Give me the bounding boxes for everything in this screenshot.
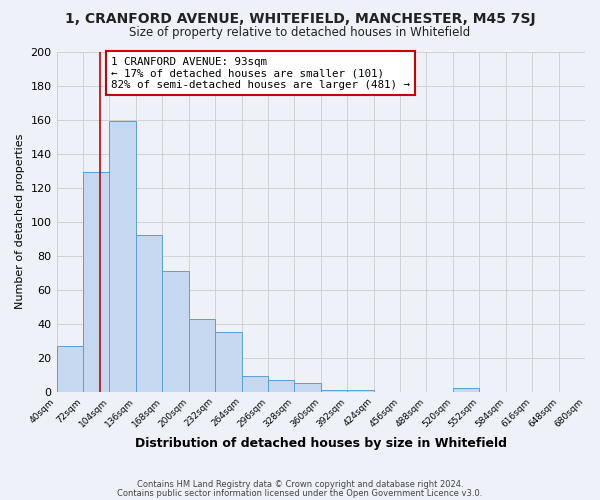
Text: Contains HM Land Registry data © Crown copyright and database right 2024.: Contains HM Land Registry data © Crown c… [137, 480, 463, 489]
Bar [215, 332, 242, 392]
Text: 1 CRANFORD AVENUE: 93sqm
← 17% of detached houses are smaller (101)
82% of semi-: 1 CRANFORD AVENUE: 93sqm ← 17% of detach… [111, 56, 410, 90]
Y-axis label: Number of detached properties: Number of detached properties [15, 134, 25, 310]
Bar [162, 271, 188, 392]
Bar [268, 380, 295, 392]
Bar [453, 388, 479, 392]
Bar [83, 172, 109, 392]
Bar [188, 318, 215, 392]
Bar [295, 383, 321, 392]
X-axis label: Distribution of detached houses by size in Whitefield: Distribution of detached houses by size … [135, 437, 507, 450]
Bar [321, 390, 347, 392]
Text: Contains public sector information licensed under the Open Government Licence v3: Contains public sector information licen… [118, 488, 482, 498]
Bar [56, 346, 83, 392]
Bar [109, 121, 136, 392]
Bar [347, 390, 374, 392]
Bar [242, 376, 268, 392]
Bar [136, 235, 162, 392]
Text: Size of property relative to detached houses in Whitefield: Size of property relative to detached ho… [130, 26, 470, 39]
Text: 1, CRANFORD AVENUE, WHITEFIELD, MANCHESTER, M45 7SJ: 1, CRANFORD AVENUE, WHITEFIELD, MANCHEST… [65, 12, 535, 26]
